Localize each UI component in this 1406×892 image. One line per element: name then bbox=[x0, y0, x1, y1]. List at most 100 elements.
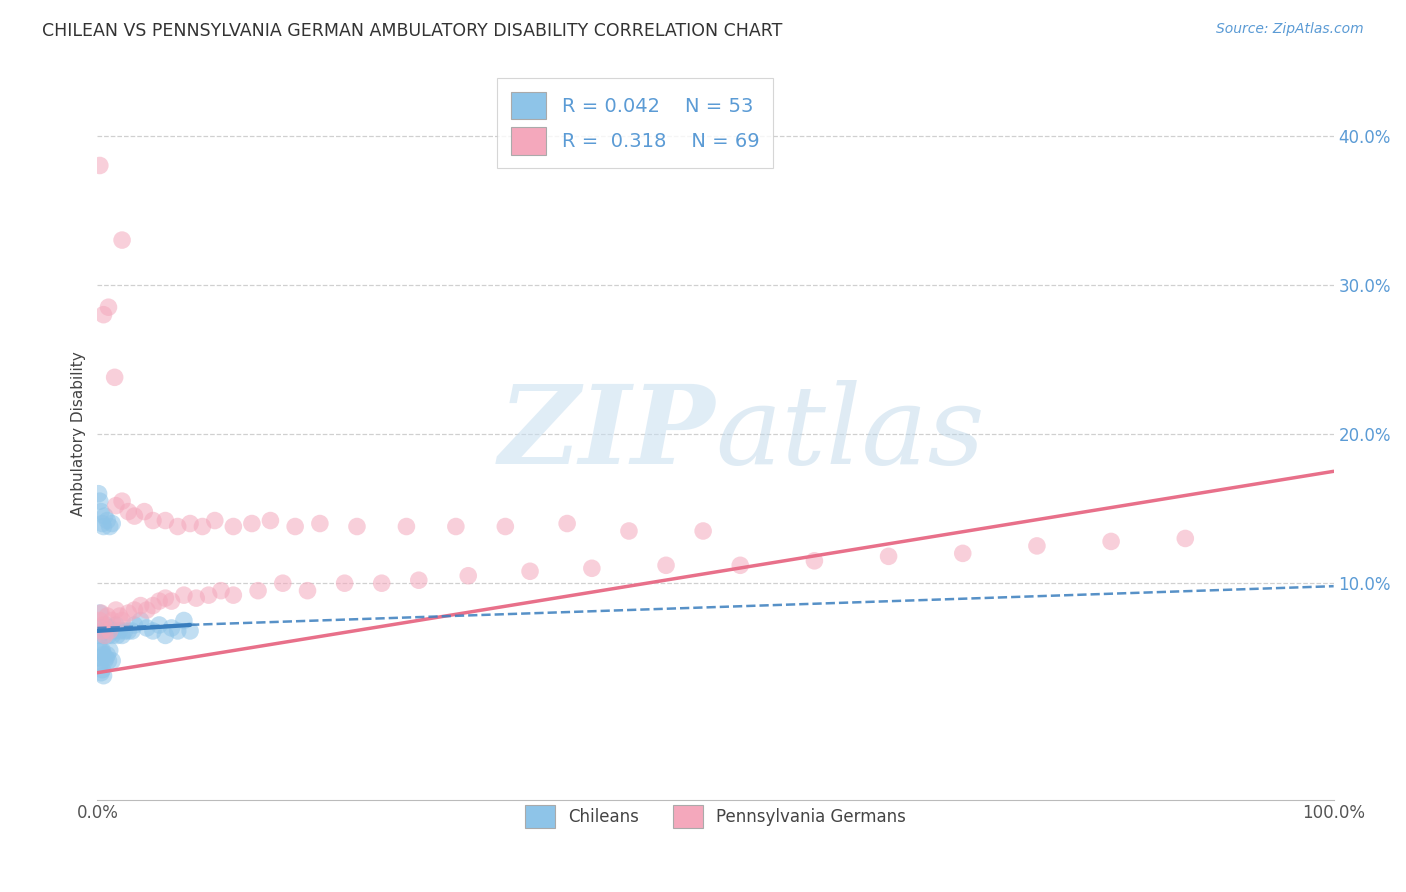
Point bbox=[104, 618, 127, 632]
Point bbox=[90, 606, 112, 620]
Point bbox=[121, 624, 143, 638]
Point bbox=[444, 519, 467, 533]
Point bbox=[555, 516, 578, 531]
Point bbox=[111, 233, 134, 247]
Point bbox=[617, 524, 640, 538]
Point bbox=[124, 603, 146, 617]
Text: ZIP: ZIP bbox=[499, 380, 716, 488]
Point bbox=[98, 624, 121, 638]
Point bbox=[87, 486, 110, 500]
Point bbox=[259, 514, 281, 528]
Point bbox=[728, 558, 751, 573]
Point bbox=[142, 624, 165, 638]
Point bbox=[104, 499, 127, 513]
Point bbox=[90, 621, 112, 635]
Point bbox=[98, 643, 121, 657]
Point bbox=[155, 514, 177, 528]
Point bbox=[173, 614, 195, 628]
Point bbox=[89, 494, 111, 508]
Point bbox=[204, 514, 226, 528]
Point bbox=[89, 658, 111, 673]
Point bbox=[124, 509, 146, 524]
Text: Source: ZipAtlas.com: Source: ZipAtlas.com bbox=[1216, 22, 1364, 37]
Point bbox=[135, 621, 157, 635]
Point bbox=[111, 628, 134, 642]
Point bbox=[179, 516, 201, 531]
Point bbox=[155, 591, 177, 606]
Point bbox=[692, 524, 714, 538]
Point bbox=[297, 583, 319, 598]
Point bbox=[370, 576, 392, 591]
Point bbox=[1026, 539, 1049, 553]
Point bbox=[346, 519, 368, 533]
Point bbox=[96, 609, 118, 624]
Point bbox=[135, 603, 157, 617]
Point bbox=[90, 665, 112, 680]
Point bbox=[309, 516, 332, 531]
Point bbox=[191, 519, 214, 533]
Point bbox=[94, 650, 117, 665]
Point bbox=[98, 621, 121, 635]
Point bbox=[93, 648, 115, 662]
Point bbox=[142, 599, 165, 613]
Point bbox=[142, 514, 165, 528]
Point bbox=[94, 624, 117, 638]
Point bbox=[93, 618, 115, 632]
Point bbox=[97, 654, 120, 668]
Point bbox=[333, 576, 356, 591]
Point bbox=[581, 561, 603, 575]
Point bbox=[98, 519, 121, 533]
Point bbox=[186, 591, 208, 606]
Point bbox=[96, 648, 118, 662]
Point bbox=[284, 519, 307, 533]
Point bbox=[87, 650, 110, 665]
Point bbox=[148, 594, 170, 608]
Legend: Chileans, Pennsylvania Germans: Chileans, Pennsylvania Germans bbox=[519, 798, 912, 835]
Point bbox=[91, 624, 114, 638]
Point bbox=[655, 558, 678, 573]
Point bbox=[155, 628, 177, 642]
Point bbox=[97, 300, 120, 314]
Point bbox=[209, 583, 232, 598]
Point bbox=[117, 505, 139, 519]
Point bbox=[89, 606, 111, 620]
Point bbox=[108, 624, 131, 638]
Point bbox=[160, 621, 183, 635]
Point bbox=[91, 663, 114, 677]
Point bbox=[166, 519, 188, 533]
Point bbox=[129, 599, 152, 613]
Point bbox=[803, 554, 825, 568]
Point bbox=[101, 516, 124, 531]
Point bbox=[101, 614, 124, 628]
Point bbox=[101, 628, 124, 642]
Point bbox=[90, 505, 112, 519]
Point bbox=[93, 519, 115, 533]
Point bbox=[111, 494, 134, 508]
Point bbox=[247, 583, 270, 598]
Point bbox=[197, 588, 219, 602]
Point bbox=[519, 564, 541, 578]
Y-axis label: Ambulatory Disability: Ambulatory Disability bbox=[72, 351, 86, 516]
Point bbox=[105, 628, 128, 642]
Point bbox=[408, 573, 430, 587]
Point bbox=[87, 636, 110, 650]
Point bbox=[240, 516, 263, 531]
Text: CHILEAN VS PENNSYLVANIA GERMAN AMBULATORY DISABILITY CORRELATION CHART: CHILEAN VS PENNSYLVANIA GERMAN AMBULATOR… bbox=[42, 22, 783, 40]
Point bbox=[877, 549, 900, 564]
Point bbox=[114, 624, 136, 638]
Point bbox=[101, 654, 124, 668]
Point bbox=[89, 159, 111, 173]
Point bbox=[94, 509, 117, 524]
Point bbox=[93, 669, 115, 683]
Point bbox=[166, 624, 188, 638]
Point bbox=[457, 568, 479, 582]
Point bbox=[89, 614, 111, 628]
Point bbox=[395, 519, 418, 533]
Point bbox=[222, 519, 245, 533]
Point bbox=[1099, 534, 1122, 549]
Point bbox=[952, 546, 974, 560]
Point bbox=[222, 588, 245, 602]
Point bbox=[104, 370, 127, 384]
Point bbox=[90, 643, 112, 657]
Point bbox=[93, 308, 115, 322]
